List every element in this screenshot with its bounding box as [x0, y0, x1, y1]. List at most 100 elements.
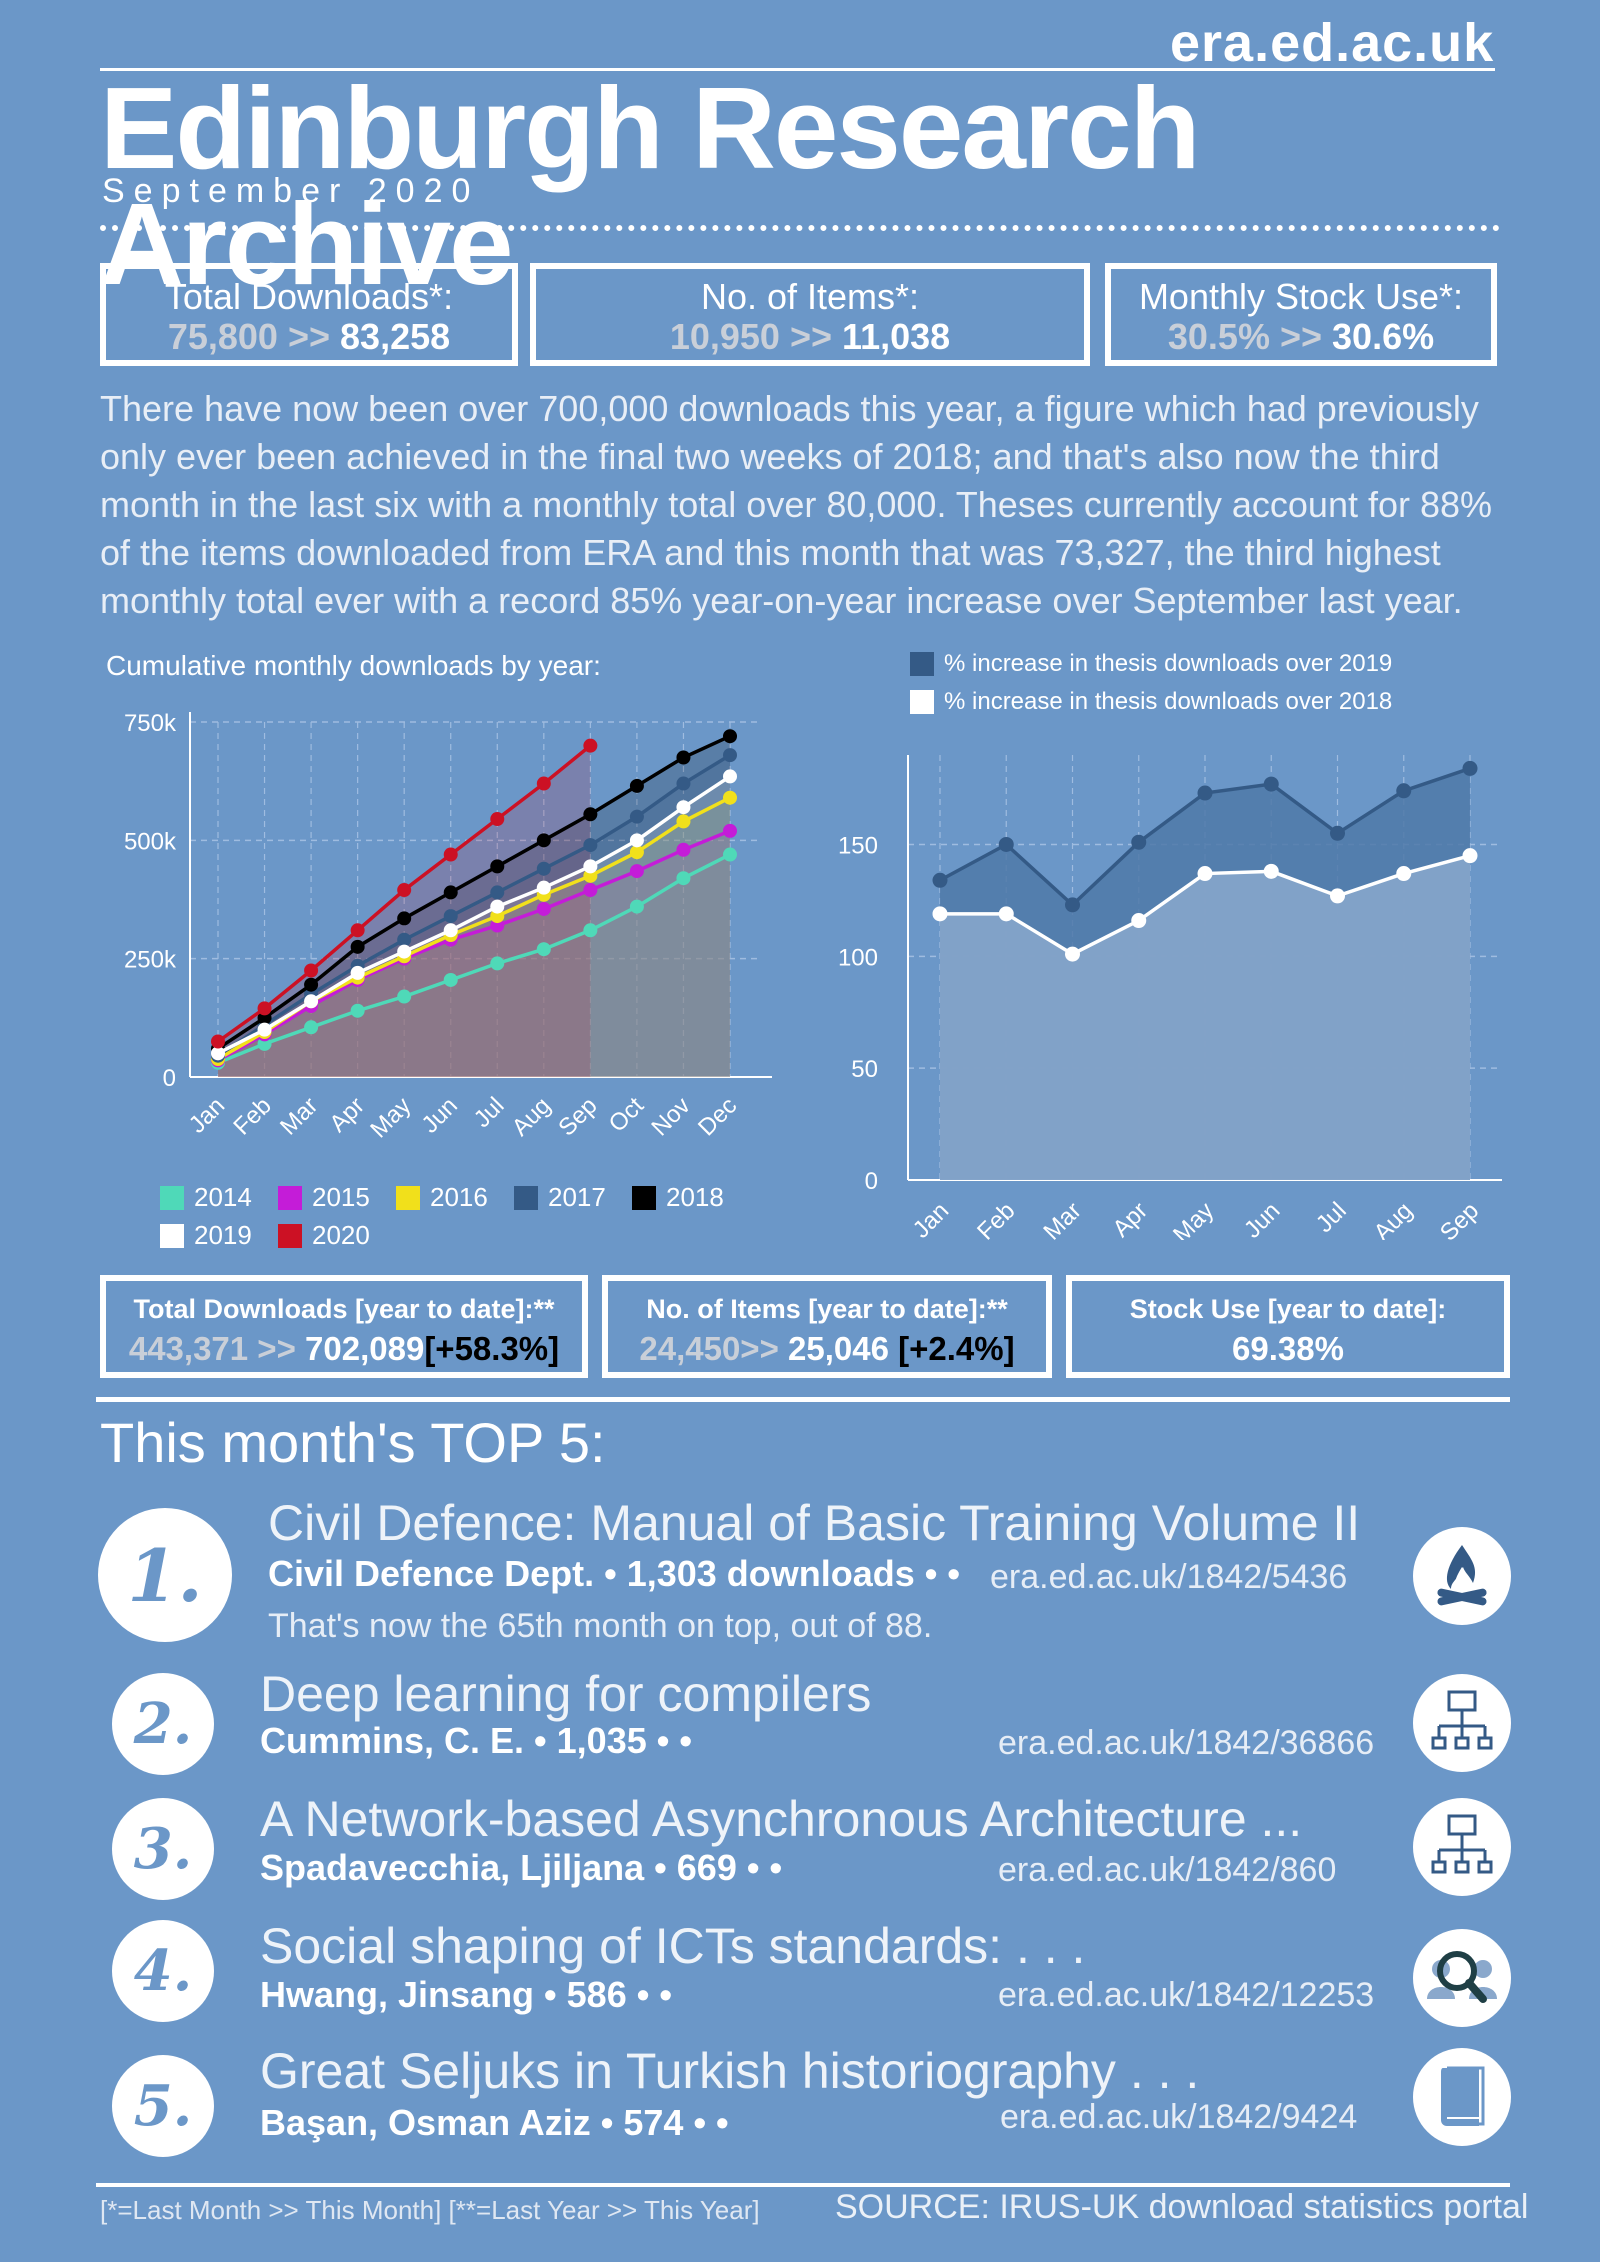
stat-new-value: 11,038: [842, 315, 951, 357]
y-tick-label: 500k: [124, 828, 177, 855]
point-2014: [583, 923, 598, 938]
point-2019: [397, 944, 412, 959]
item-5-title[interactable]: Great Seljuks in Turkish historiography …: [260, 2043, 1200, 2099]
point-2019: [257, 1022, 272, 1037]
series-line-2017: [217, 753, 731, 1058]
stat-total-downloads: Total Downloads*: 75,800 >> 83,258: [100, 263, 518, 366]
legend-label: % increase in thesis downloads over 2018: [944, 688, 1393, 715]
stat-monthly-stock-use: Monthly Stock Use*: 30.5% >> 30.6%: [1105, 263, 1497, 366]
item-2-link[interactable]: era.ed.ac.uk/1842/36866: [998, 1724, 1375, 1762]
item-4-title[interactable]: Social shaping of ICTs standards: . . .: [260, 1918, 1086, 1974]
point-series-0: [1330, 825, 1345, 841]
item-1-link[interactable]: era.ed.ac.uk/1842/5436: [990, 1558, 1348, 1596]
series-line-2019: [217, 774, 731, 1055]
point-2020: [536, 776, 551, 791]
point-2018: [676, 750, 691, 765]
series-line-2014: [217, 852, 731, 1065]
point-series-0: [1131, 834, 1147, 850]
report-month: September 2020: [102, 172, 480, 210]
legend-swatch: [160, 1223, 184, 1248]
point-2019: [676, 800, 691, 815]
item-4-link[interactable]: era.ed.ac.uk/1842/12253: [998, 1976, 1375, 2014]
network-icon: [1413, 1798, 1511, 1896]
ytd-stock-use: Stock Use [year to date]: 69.38%: [1066, 1275, 1510, 1378]
point-series-1: [932, 906, 948, 922]
point-2014: [629, 899, 644, 914]
point-series-0: [1462, 760, 1478, 776]
point-2014: [443, 972, 458, 987]
legend-swatch: [632, 1185, 656, 1210]
point-2015: [723, 823, 737, 838]
item-1-title[interactable]: Civil Defence: Manual of Basic Training …: [268, 1495, 1361, 1551]
point-2018: [490, 859, 505, 874]
point-2018: [350, 939, 365, 954]
chart-left-title: Cumulative monthly downloads by year:: [106, 650, 601, 681]
item-2-title[interactable]: Deep learning for compilers: [260, 1666, 872, 1722]
legend-item-1: % increase in thesis downloads over 2018: [910, 688, 1392, 716]
point-2018: [304, 977, 319, 992]
point-2019: [490, 899, 505, 914]
point-series-1: [1462, 848, 1478, 864]
x-tick-label: Jan: [184, 1092, 230, 1138]
item-1-note: That's now the 65th month on top, out of…: [268, 1607, 933, 1645]
item-3-title[interactable]: A Network-based Asynchronous Architectur…: [260, 1791, 1303, 1847]
site-url[interactable]: era.ed.ac.uk: [1170, 13, 1495, 73]
point-series-1: [1396, 866, 1412, 882]
rank-4-badge: 4.: [112, 1920, 214, 2022]
x-tick-label: May: [365, 1092, 416, 1143]
point-series-0: [1263, 776, 1279, 792]
ytd-no-of-items: No. of Items [year to date]:** 24,450>> …: [602, 1275, 1052, 1378]
point-2014: [723, 847, 737, 862]
stat-new-value: 83,258: [340, 315, 451, 357]
item-3-link[interactable]: era.ed.ac.uk/1842/860: [998, 1851, 1337, 1889]
point-2017: [536, 861, 551, 876]
y-tick-label: 750k: [124, 710, 177, 737]
rank-1-badge: 1.: [98, 1508, 232, 1642]
point-series-1: [1263, 863, 1279, 879]
campfire-icon: [1413, 1527, 1511, 1625]
item-5-link[interactable]: era.ed.ac.uk/1842/9424: [1000, 2098, 1358, 2136]
series-line-2015: [217, 829, 731, 1062]
legend-label: 2017: [548, 1182, 606, 1212]
point-2019: [536, 880, 551, 895]
footer-note: [*=Last Month >> This Month] [**=Last Ye…: [100, 2195, 760, 2225]
series-line-2018: [217, 734, 731, 1051]
section-rule: [96, 1397, 1510, 1402]
dotted-divider: [100, 225, 1500, 231]
point-2016: [723, 790, 737, 805]
stat-old-value: 75,800 >>: [167, 315, 331, 357]
point-2019: [443, 923, 458, 938]
rank-3-badge: 3.: [112, 1798, 214, 1900]
point-series-1: [998, 906, 1014, 922]
point-2018: [443, 885, 458, 900]
page-title: Edinburgh Research Archive: [100, 63, 1200, 309]
point-2018: [583, 807, 598, 822]
point-series-0: [998, 836, 1014, 852]
legend-item-2016: 2016: [396, 1182, 488, 1213]
stat-label: Monthly Stock Use*:: [1138, 276, 1464, 317]
x-tick-label: Mar: [275, 1092, 323, 1140]
legend-item-2019: 2019: [160, 1220, 252, 1251]
legend-item-2020: 2020: [278, 1220, 370, 1251]
point-2015: [676, 842, 691, 857]
point-series-1: [1065, 946, 1080, 962]
point-2015: [536, 901, 551, 916]
ytd-percent: [+58.3%]: [424, 1329, 560, 1367]
point-series-1: [1131, 913, 1147, 929]
point-2014: [304, 1020, 319, 1035]
ytd-new-value: 25,046: [788, 1329, 889, 1367]
point-2017: [397, 932, 412, 947]
item-1-author: Civil Defence Dept. • 1,303 downloads • …: [268, 1553, 960, 1594]
point-series-1: [1330, 888, 1345, 904]
legend-item-2014: 2014: [160, 1182, 252, 1213]
x-tick-label: Jul: [469, 1092, 510, 1133]
x-tick-label: Apr: [324, 1092, 370, 1138]
y-tick-label: 250k: [124, 947, 177, 974]
legend-label: 2014: [194, 1182, 252, 1212]
stat-new-value: 30.6%: [1332, 315, 1435, 357]
point-2016: [629, 845, 644, 860]
point-2019: [583, 859, 598, 874]
ytd-label: No. of Items [year to date]:**: [646, 1294, 1008, 1324]
x-tick-label: Feb: [228, 1092, 276, 1140]
legend-label: 2016: [430, 1182, 488, 1212]
